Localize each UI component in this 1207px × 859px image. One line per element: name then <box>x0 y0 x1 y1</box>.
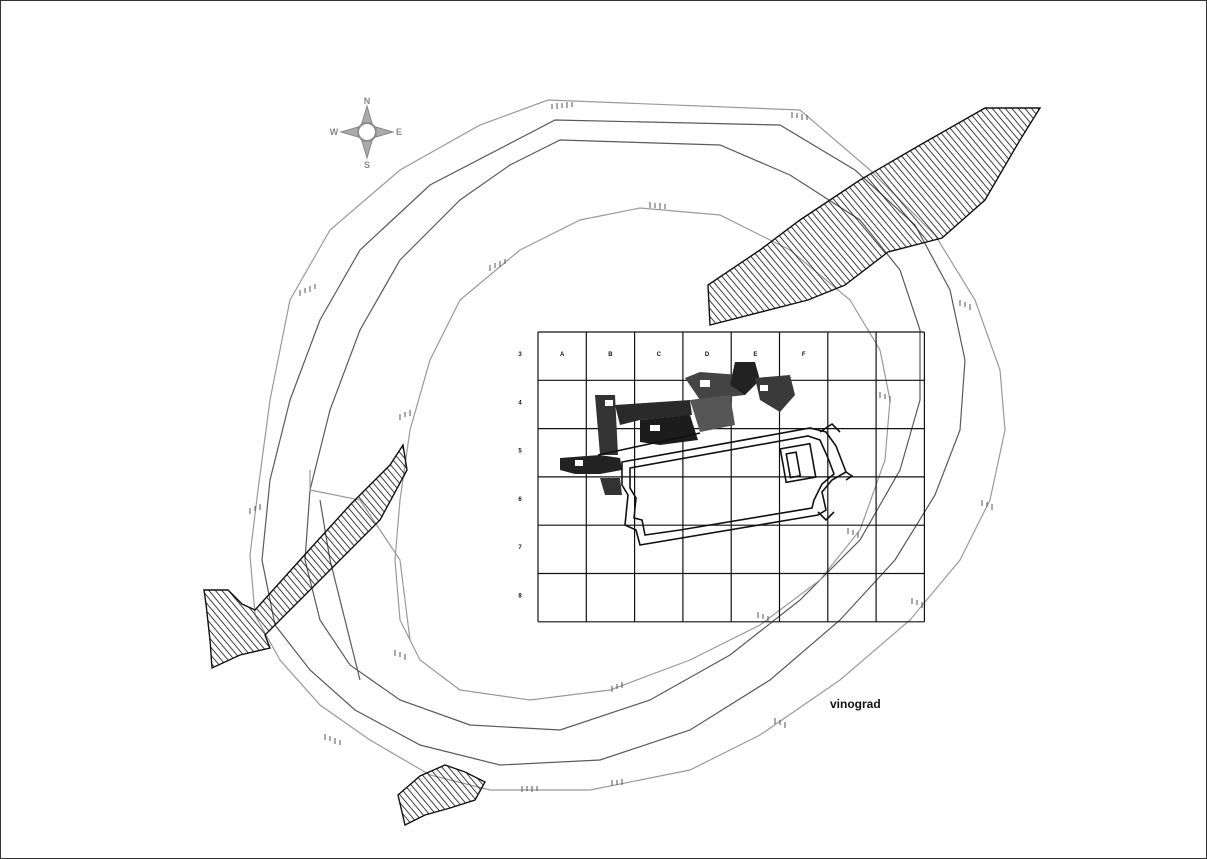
grid-column-label: A <box>560 352 565 358</box>
contour-inner <box>394 207 891 701</box>
embankment-southwest <box>203 443 408 670</box>
grid-row-label: 4 <box>518 400 522 406</box>
church-apse-feature-inner <box>785 451 802 479</box>
contour-second <box>261 119 966 766</box>
grid-column-label: E <box>753 352 757 358</box>
contour-third <box>304 139 921 731</box>
contour-spur-2 <box>319 499 361 681</box>
slope-ticks <box>249 102 993 792</box>
compass-north-arrow <box>361 104 373 124</box>
excavation-grid: A B C D E F 3 4 5 6 7 8 <box>518 331 926 623</box>
contour-outer <box>249 99 1006 791</box>
grid-column-label: D <box>705 352 710 358</box>
grid-column-label: F <box>802 352 806 358</box>
compass-label-north: N <box>364 96 371 106</box>
compass-east-arrow <box>375 126 395 138</box>
contour-lines <box>249 99 1006 791</box>
grid-column-label: B <box>608 352 613 358</box>
compass-label-south: S <box>364 160 370 170</box>
vinograd-label: vinograd <box>830 697 881 711</box>
compass-label-east: E <box>396 127 402 137</box>
grid-row-label: 3 <box>518 352 522 358</box>
compass-west-arrow <box>339 126 359 138</box>
grid-column-label: C <box>657 352 662 358</box>
compass-circle <box>357 122 377 142</box>
church-apse-feature-outer <box>779 442 817 484</box>
church-buttress-e <box>845 471 854 481</box>
compass-rose: N S W E <box>330 96 402 170</box>
church-buttress-ne <box>819 422 841 433</box>
grid-row-label: 6 <box>518 497 522 503</box>
church-connector-line <box>597 432 701 456</box>
grid-row-label: 7 <box>518 545 522 551</box>
compass-south-arrow <box>361 140 373 160</box>
grid-row-label: 8 <box>518 594 522 600</box>
grid-row-label: 5 <box>518 449 522 455</box>
church-nave-outer <box>621 427 847 546</box>
church-nave-inner <box>629 435 835 536</box>
church-buttress-se <box>817 511 835 522</box>
excavated-remains <box>560 362 795 495</box>
embankment-northeast <box>707 107 1042 326</box>
hatched-embankments <box>203 107 1042 827</box>
church-foundation <box>597 422 854 546</box>
embankment-south <box>397 764 486 827</box>
compass-label-west: W <box>330 127 339 137</box>
